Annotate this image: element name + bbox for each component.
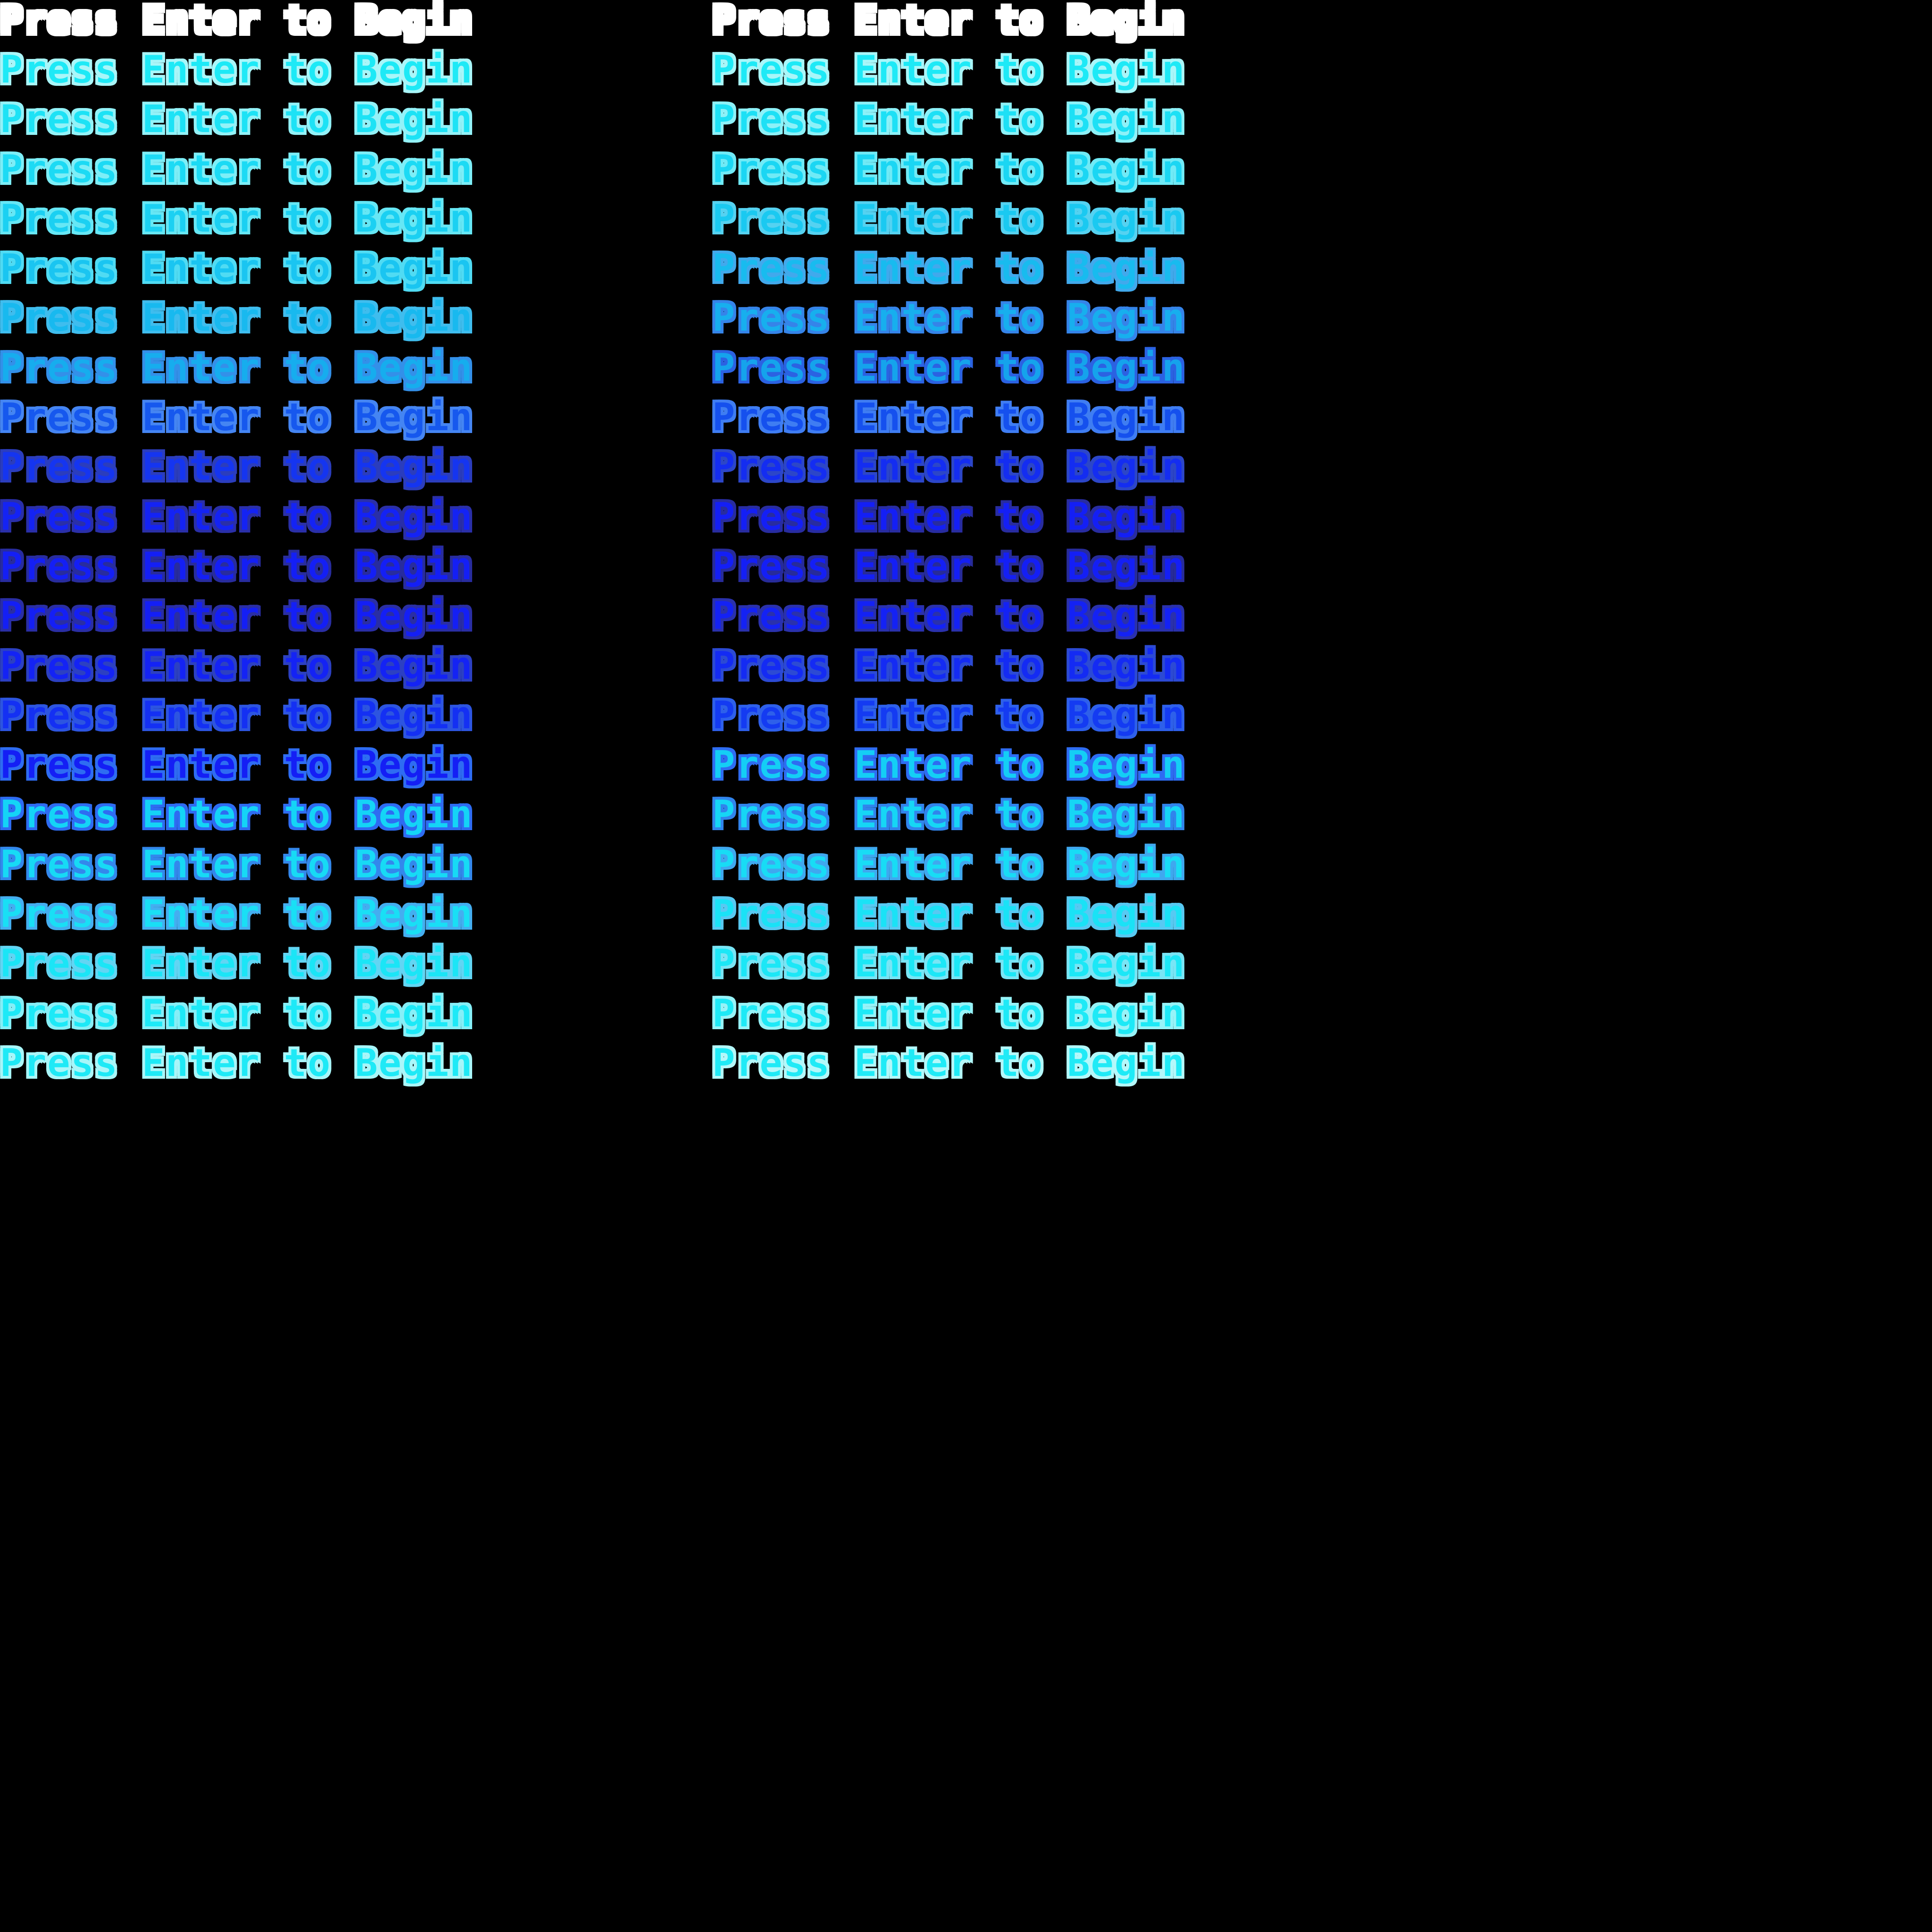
press-enter-label: Press Enter to Begin xyxy=(0,246,474,291)
press-enter-text-row: Press Enter to Begin xyxy=(0,641,491,691)
press-enter-text-row: Press Enter to Begin xyxy=(0,45,491,94)
press-enter-text-row: Press Enter to Begin xyxy=(0,541,491,591)
press-enter-text-row: Press Enter to Begin xyxy=(0,691,491,740)
press-enter-label: Press Enter to Begin xyxy=(0,0,474,42)
press-enter-label: Press Enter to Begin xyxy=(712,494,1186,539)
press-enter-label: Press Enter to Begin xyxy=(712,792,1186,837)
press-enter-text-row: Press Enter to Begin xyxy=(0,194,491,243)
press-enter-label: Press Enter to Begin xyxy=(712,1041,1186,1085)
press-enter-text-row: Press Enter to Begin xyxy=(712,889,1203,939)
press-enter-text-row: Press Enter to Begin xyxy=(712,442,1203,492)
press-enter-text-row: Press Enter to Begin xyxy=(0,144,491,194)
press-enter-label: Press Enter to Begin xyxy=(0,743,474,787)
press-enter-text-row: Press Enter to Begin xyxy=(0,790,491,840)
press-enter-label: Press Enter to Begin xyxy=(712,693,1186,737)
press-enter-label: Press Enter to Begin xyxy=(0,991,474,1035)
press-enter-text-row: Press Enter to Begin xyxy=(712,939,1203,989)
press-enter-label: Press Enter to Begin xyxy=(0,296,474,340)
press-enter-label: Press Enter to Begin xyxy=(0,47,474,92)
press-enter-text-row: Press Enter to Begin xyxy=(0,939,491,989)
press-enter-text-row: Press Enter to Begin xyxy=(0,442,491,492)
press-enter-column-2: Press Enter to Begin Press Enter to Begin… xyxy=(712,0,1203,1088)
press-enter-text-row: Press Enter to Begin xyxy=(712,790,1203,840)
press-enter-text-row: Press Enter to Begin xyxy=(0,95,491,144)
press-enter-text-row: Press Enter to Begin xyxy=(712,691,1203,740)
press-enter-text-row: Press Enter to Begin xyxy=(0,1038,491,1088)
press-enter-text-row: Press Enter to Begin xyxy=(0,591,491,641)
press-enter-text-row: Press Enter to Begin xyxy=(712,840,1203,889)
press-enter-text-row: Press Enter to Begin xyxy=(712,95,1203,144)
press-enter-label: Press Enter to Begin xyxy=(0,643,474,688)
press-enter-label: Press Enter to Begin xyxy=(0,395,474,440)
press-enter-label: Press Enter to Begin xyxy=(712,544,1186,588)
press-enter-text-row: Press Enter to Begin xyxy=(0,243,491,293)
press-enter-label: Press Enter to Begin xyxy=(712,891,1186,936)
press-enter-text-row: Press Enter to Begin xyxy=(0,492,491,541)
press-enter-text-row: Press Enter to Begin xyxy=(0,989,491,1038)
press-enter-text-row: Press Enter to Begin xyxy=(712,591,1203,641)
press-enter-label: Press Enter to Begin xyxy=(712,445,1186,489)
press-enter-text-row: Press Enter to Begin xyxy=(712,641,1203,691)
press-enter-label: Press Enter to Begin xyxy=(712,296,1186,340)
press-enter-label: Press Enter to Begin xyxy=(712,147,1186,191)
press-enter-text-row: Press Enter to Begin xyxy=(712,740,1203,790)
press-enter-label: Press Enter to Begin xyxy=(712,246,1186,291)
press-enter-label: Press Enter to Begin xyxy=(712,97,1186,142)
press-enter-text-row: Press Enter to Begin xyxy=(0,889,491,939)
press-enter-label: Press Enter to Begin xyxy=(0,345,474,390)
press-enter-label: Press Enter to Begin xyxy=(0,544,474,588)
press-enter-label: Press Enter to Begin xyxy=(0,494,474,539)
press-enter-label: Press Enter to Begin xyxy=(0,1041,474,1085)
press-enter-text-row: Press Enter to Begin xyxy=(712,45,1203,94)
press-enter-label: Press Enter to Begin xyxy=(712,643,1186,688)
press-enter-label: Press Enter to Begin xyxy=(712,743,1186,787)
press-enter-text-row: Press Enter to Begin xyxy=(712,1038,1203,1088)
press-enter-label: Press Enter to Begin xyxy=(712,47,1186,92)
press-enter-label: Press Enter to Begin xyxy=(0,792,474,837)
press-enter-text-row: Press Enter to Begin xyxy=(0,840,491,889)
press-enter-text-row: Press Enter to Begin xyxy=(712,293,1203,343)
press-enter-label: Press Enter to Begin xyxy=(0,594,474,638)
press-enter-label: Press Enter to Begin xyxy=(712,941,1186,986)
press-enter-text-row: Press Enter to Begin xyxy=(712,194,1203,243)
press-enter-label: Press Enter to Begin xyxy=(712,345,1186,390)
press-enter-text-row: Press Enter to Begin xyxy=(0,293,491,343)
press-enter-label: Press Enter to Begin xyxy=(0,891,474,936)
press-enter-text-row: Press Enter to Begin xyxy=(712,144,1203,194)
press-enter-text-row: Press Enter to Begin xyxy=(712,392,1203,442)
press-enter-text-row: Press Enter to Begin xyxy=(0,392,491,442)
press-enter-text-row: Press Enter to Begin xyxy=(712,989,1203,1038)
press-enter-label: Press Enter to Begin xyxy=(712,0,1186,42)
press-enter-label: Press Enter to Begin xyxy=(0,842,474,886)
press-enter-text-row: Press Enter to Begin xyxy=(0,343,491,392)
press-enter-text-row: Press Enter to Begin xyxy=(0,0,491,45)
press-enter-text-row: Press Enter to Begin xyxy=(712,0,1203,45)
press-enter-label: Press Enter to Begin xyxy=(712,842,1186,886)
press-enter-label: Press Enter to Begin xyxy=(0,97,474,142)
press-enter-label: Press Enter to Begin xyxy=(0,196,474,241)
press-enter-text-row: Press Enter to Begin xyxy=(712,541,1203,591)
press-enter-text-row: Press Enter to Begin xyxy=(0,740,491,790)
press-enter-text-row: Press Enter to Begin xyxy=(712,492,1203,541)
press-enter-text-row: Press Enter to Begin xyxy=(712,343,1203,392)
press-enter-label: Press Enter to Begin xyxy=(712,991,1186,1035)
press-enter-label: Press Enter to Begin xyxy=(0,147,474,191)
press-enter-column-1: Press Enter to Begin Press Enter to Begin… xyxy=(0,0,491,1088)
press-enter-label: Press Enter to Begin xyxy=(0,941,474,986)
press-enter-label: Press Enter to Begin xyxy=(0,445,474,489)
press-enter-label: Press Enter to Begin xyxy=(712,395,1186,440)
press-enter-label: Press Enter to Begin xyxy=(712,594,1186,638)
press-enter-label: Press Enter to Begin xyxy=(712,196,1186,241)
press-enter-text-row: Press Enter to Begin xyxy=(712,243,1203,293)
press-enter-label: Press Enter to Begin xyxy=(0,693,474,737)
